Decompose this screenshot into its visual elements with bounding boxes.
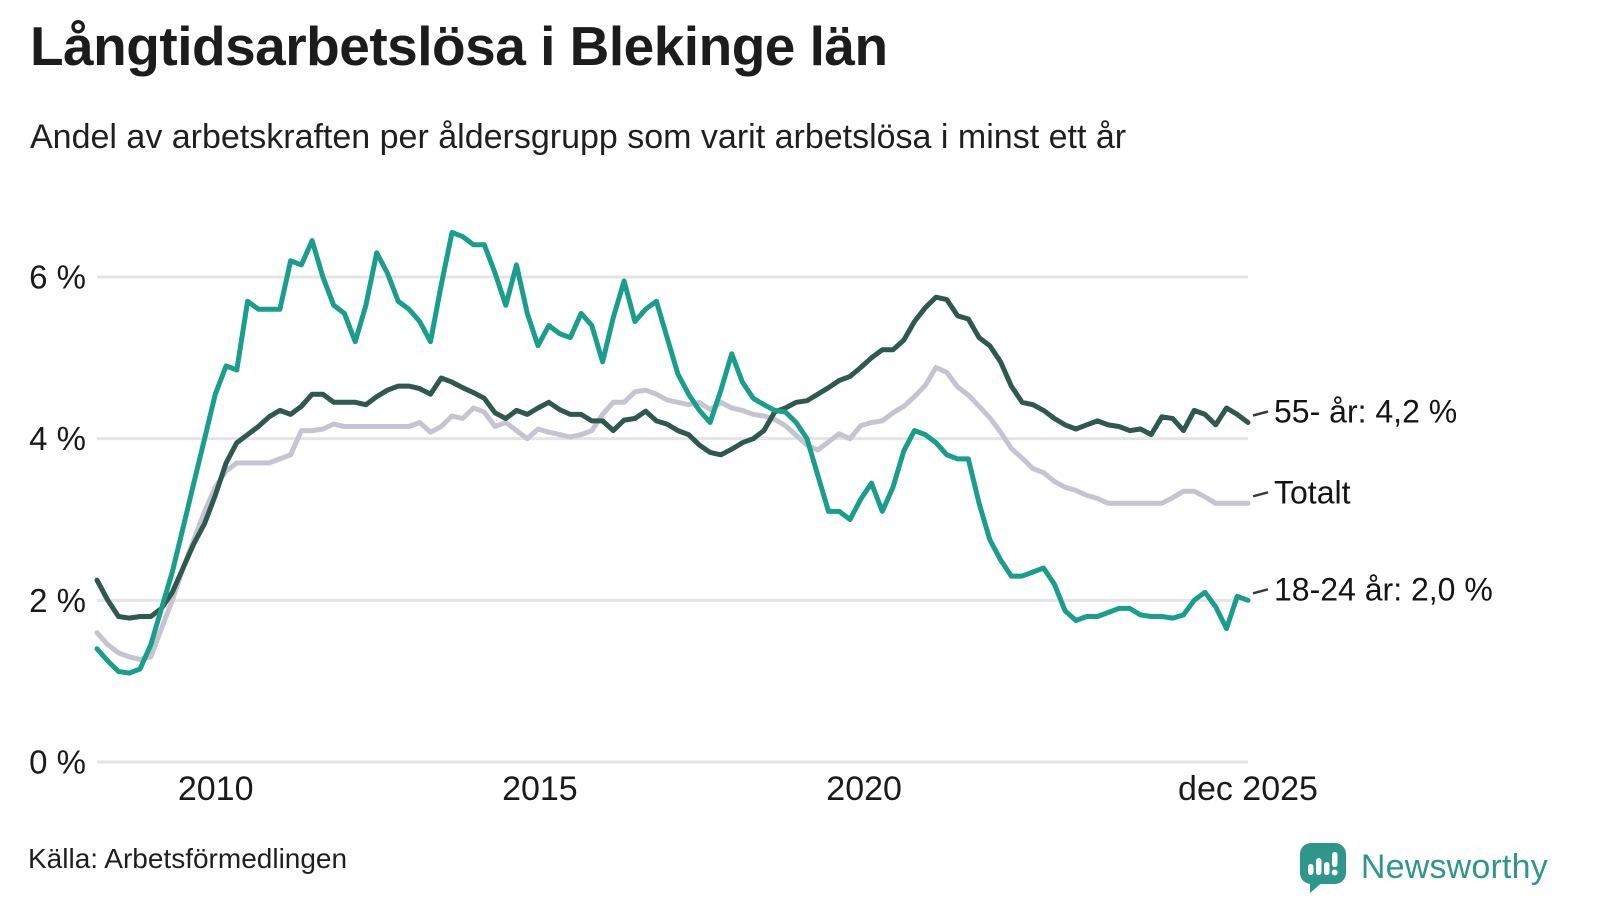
x-tick-label: 2020	[826, 770, 902, 808]
source-note: Källa: Arbetsförmedlingen	[28, 843, 348, 874]
end-label-dash	[1252, 588, 1269, 595]
end-label-dash	[1252, 491, 1269, 498]
series-line-18-24ar	[94, 230, 1251, 676]
end-label-dash	[1252, 410, 1269, 417]
y-tick-label: 4 %	[29, 420, 86, 457]
brand-name: Newsworthy	[1360, 847, 1548, 886]
series-end-label-55ar: 55- år: 4,2 %	[1274, 394, 1457, 430]
newsworthy-logo[interactable]: Newsworthy	[1297, 840, 1548, 894]
page-title: Långtidsarbetslösa i Blekinge län	[30, 15, 888, 77]
x-tick-label: 2010	[178, 770, 254, 808]
x-tick-label: 2015	[502, 770, 578, 808]
speech-bubble-bar-chart-icon	[1299, 843, 1346, 893]
x-tick-label: dec 2025	[1178, 770, 1318, 808]
series-end-label-totalt: Totalt	[1274, 474, 1351, 510]
y-tick-label: 6 %	[29, 259, 86, 296]
series-line-55ar	[94, 294, 1251, 621]
page-subtitle: Andel av arbetskraften per åldersgrupp s…	[30, 118, 1127, 156]
series-end-label-18-24ar: 18-24 år: 2,0 %	[1274, 571, 1493, 607]
y-tick-label: 2 %	[29, 582, 86, 619]
series-line-totalt	[94, 365, 1251, 662]
y-tick-label: 0 %	[29, 744, 86, 781]
